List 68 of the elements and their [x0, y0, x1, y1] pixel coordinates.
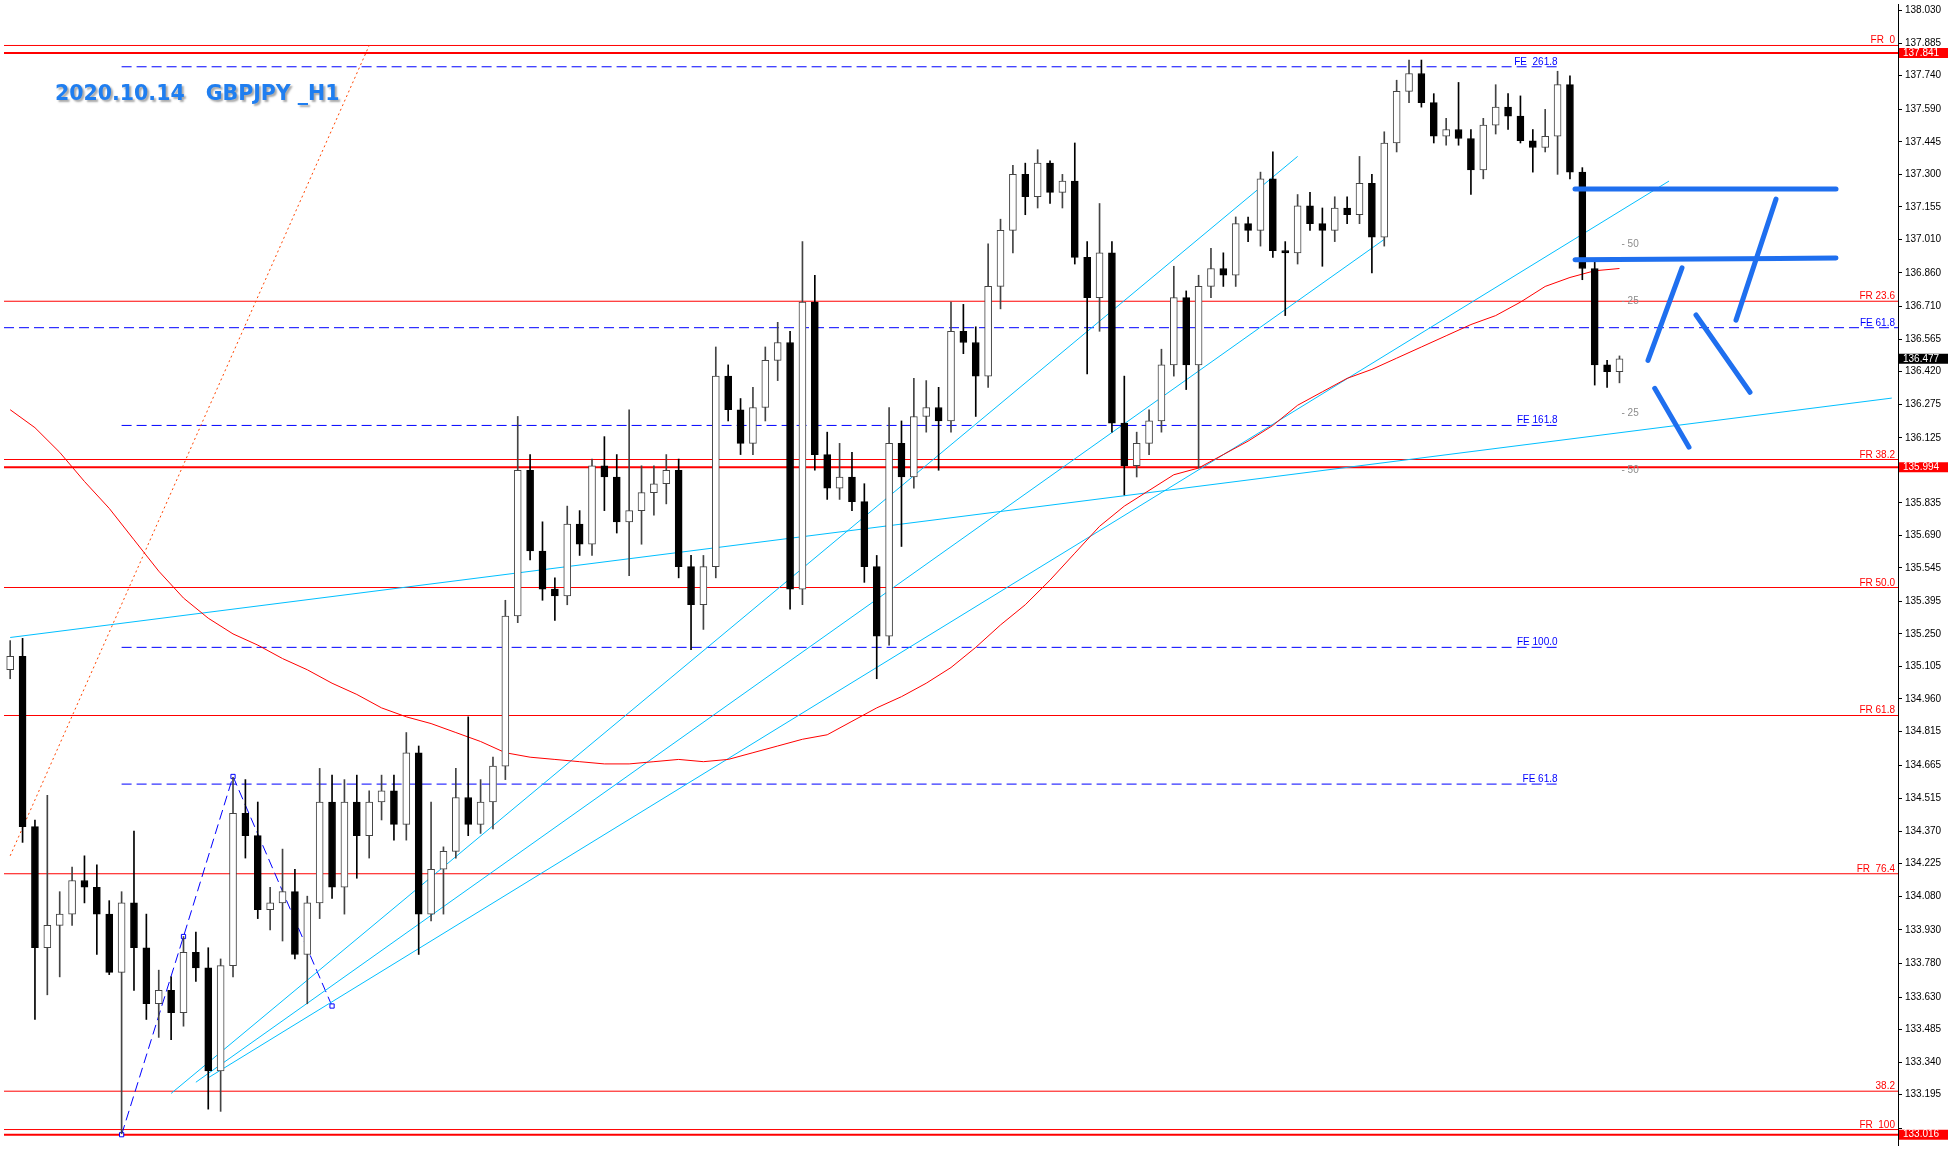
candlestick [625, 409, 633, 576]
annotation: 38.2 [1875, 1080, 1896, 1092]
ref-line-label: FR 61.8 [1859, 704, 1896, 716]
y-tick-label: 135.105 [1905, 660, 1942, 672]
y-tick-label: 136.125 [1905, 431, 1942, 443]
series-label: FE 100.0 [1516, 636, 1558, 648]
series-label: FE 61.8 [1522, 773, 1558, 785]
y-tick-label: 137.155 [1905, 200, 1942, 212]
y-tick-label: 134.225 [1905, 857, 1942, 869]
y-tick-label: 134.665 [1905, 758, 1942, 770]
y-tick-label: 137.300 [1905, 168, 1942, 180]
y-tick-label: 135.395 [1905, 595, 1942, 607]
y-tick-label: 136.420 [1905, 365, 1942, 377]
ref-line-label: FE 61.8 [1859, 316, 1896, 328]
ref-line-label: FR 38.2 [1859, 448, 1896, 460]
candlestick [43, 794, 52, 996]
ref-line-label: FR 50.0 [1859, 576, 1896, 588]
y-tick-label: 133.630 [1905, 990, 1942, 1002]
y-tick-label: 137.885 [1905, 36, 1942, 48]
ref-line-label: FR 100 [1859, 1118, 1896, 1130]
annotation: - 25 [1621, 406, 1640, 418]
candlestick [154, 969, 163, 1038]
y-tick-label: 133.780 [1905, 957, 1942, 969]
candlestick [650, 465, 658, 516]
candlestick [55, 891, 64, 978]
y-tick-label: 134.815 [1905, 725, 1942, 737]
y-tick-label: 136.710 [1905, 300, 1942, 312]
candlestick [464, 716, 473, 836]
ref-line-label: 133.016 [1903, 1128, 1940, 1140]
candlestick [1528, 129, 1537, 173]
candlestick [922, 380, 931, 433]
candlestick [1504, 93, 1512, 130]
y-tick-label: 135.250 [1905, 627, 1942, 639]
y-tick-label: 134.515 [1905, 792, 1942, 804]
ref-line-label: 137.841 [1903, 46, 1940, 58]
y-tick-label: 137.445 [1905, 135, 1942, 147]
y-tick-label: 136.860 [1905, 266, 1942, 278]
y-tick-label: 135.545 [1905, 561, 1942, 573]
ref-line-label: 135.994 [1903, 460, 1940, 472]
series-label: FE 161.8 [1516, 414, 1558, 426]
candlestick [1603, 360, 1611, 388]
candlestick [1281, 241, 1290, 316]
y-tick-label: 133.930 [1905, 923, 1942, 935]
y-tick-label: 136.275 [1905, 397, 1942, 409]
candlestick [266, 886, 274, 931]
series-label: FE 261.8 [1514, 55, 1559, 67]
y-tick-label: 138.030 [1905, 4, 1942, 16]
ref-line-label: FR 76.4 [1856, 862, 1896, 874]
y-tick-label: 134.080 [1905, 889, 1942, 901]
candlestick [551, 577, 559, 621]
y-tick-label: 137.740 [1905, 69, 1942, 81]
y-tick-label: 136.565 [1905, 332, 1942, 344]
y-tick-label: 137.010 [1905, 233, 1942, 245]
y-tick-label: 137.590 [1905, 103, 1942, 115]
y-tick-label: 133.340 [1905, 1055, 1942, 1067]
text: 136.477 [1903, 352, 1940, 364]
y-tick-label: 135.690 [1905, 529, 1942, 541]
y-tick-label: 133.485 [1905, 1023, 1942, 1035]
ref-line-label: FR 23.6 [1859, 290, 1896, 302]
ref-line-label: FR 0 [1870, 34, 1896, 46]
text: 2020.10.14 GBPJPY _H1 [55, 81, 340, 105]
candlestick [1343, 196, 1351, 225]
point [329, 1003, 335, 1009]
y-tick-label: 135.835 [1905, 496, 1942, 508]
y-tick-label: 133.195 [1905, 1088, 1942, 1100]
annotation: - 50 [1621, 237, 1640, 249]
y-tick-label: 134.370 [1905, 824, 1942, 836]
y-tick-label: 134.960 [1905, 692, 1942, 704]
